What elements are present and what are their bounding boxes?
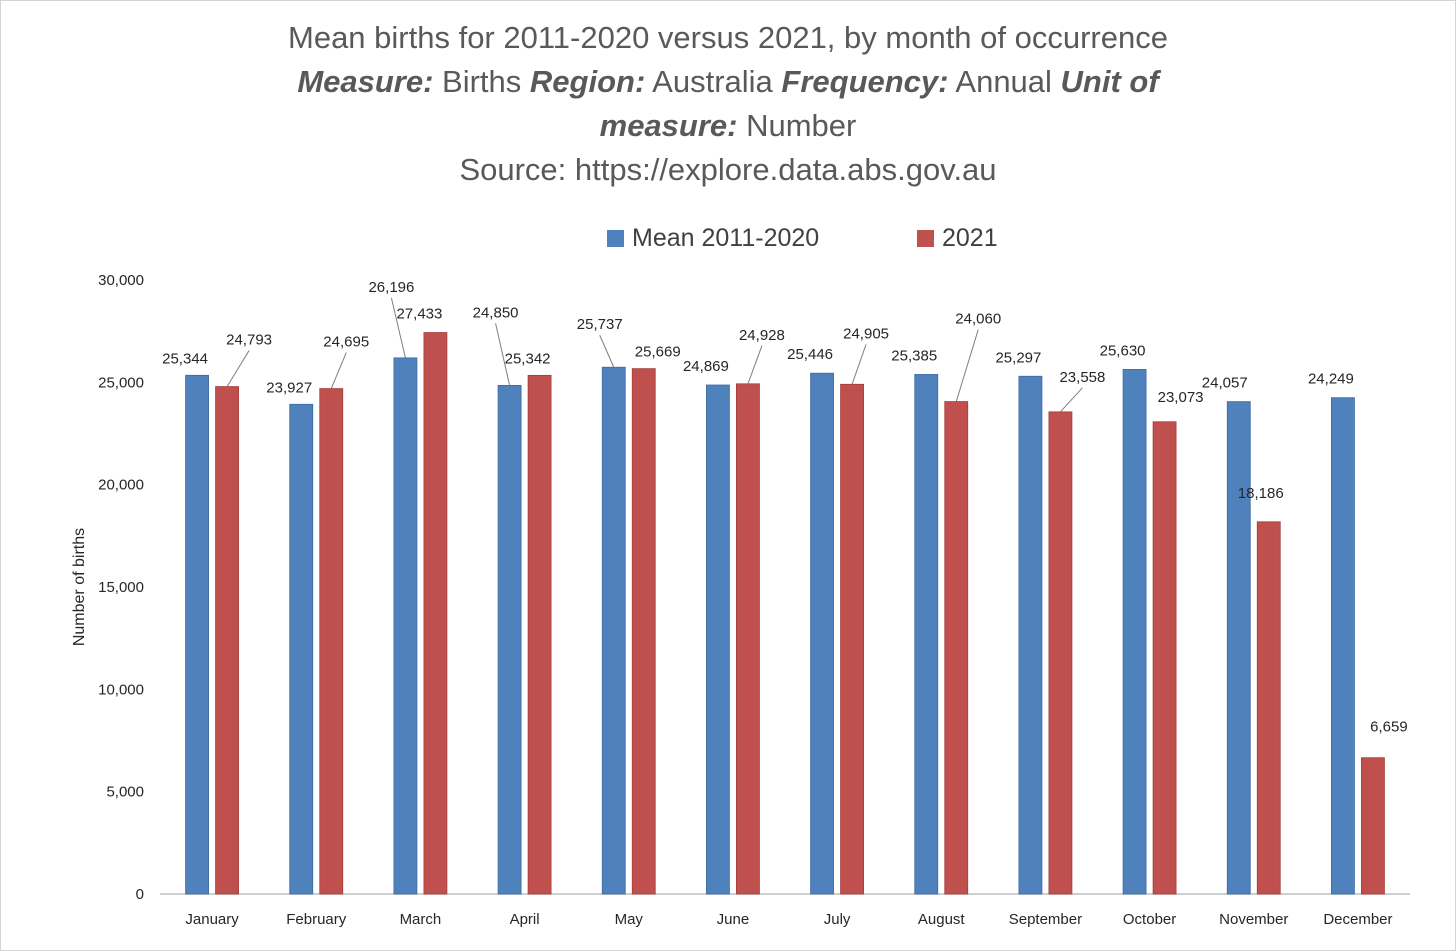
- data-label-mean: 25,446: [787, 346, 833, 363]
- x-tick-label: October: [1123, 911, 1176, 928]
- data-label-2021: 24,928: [739, 327, 785, 344]
- chart-title: Mean births for 2011-2020 versus 2021, b…: [0, 16, 1456, 192]
- region-key: Region:: [529, 64, 646, 99]
- data-label-mean: 23,927: [266, 379, 312, 396]
- x-tick-label: January: [185, 911, 239, 928]
- bar-mean: [1122, 369, 1147, 895]
- bar-mean: [497, 385, 522, 895]
- bar-2021: [215, 386, 239, 895]
- unit-value: Number: [737, 108, 857, 143]
- title-source: Source: https://explore.data.abs.gov.au: [459, 152, 997, 187]
- bar-2021: [319, 388, 344, 895]
- legend-label-mean: Mean 2011-2020: [632, 223, 820, 252]
- data-label-2021: 24,060: [955, 311, 1001, 328]
- title-line-2: Measure: Births Region: Australia Freque…: [0, 60, 1456, 104]
- x-tick-label: July: [824, 911, 851, 928]
- data-label-2021: 24,793: [226, 332, 272, 349]
- data-label-2021: 24,905: [843, 325, 889, 342]
- bar-mean: [185, 374, 209, 895]
- bar-2021: [1256, 521, 1281, 895]
- data-label-2021: 25,669: [635, 344, 681, 361]
- legend-item-mean: Mean 2011-2020: [607, 222, 819, 254]
- x-tick-label: June: [717, 911, 750, 928]
- y-tick-label: 25,000: [98, 374, 144, 391]
- legend: Mean 2011-2020 2021: [0, 222, 1456, 254]
- x-tick-label: February: [286, 911, 347, 928]
- data-label-mean: 24,869: [683, 358, 729, 375]
- data-label-mean: 24,850: [473, 304, 519, 321]
- bar-mean: [393, 357, 418, 895]
- data-label-mean: 25,737: [577, 316, 623, 333]
- data-label-mean: 25,385: [891, 347, 937, 364]
- y-tick-label: 15,000: [98, 579, 144, 596]
- legend-item-2021: 2021: [917, 222, 998, 254]
- bar-mean: [706, 384, 730, 895]
- bar-mean: [289, 403, 314, 895]
- unit-key-1: Unit of: [1060, 64, 1159, 99]
- leader-line-2021: [747, 345, 763, 384]
- data-label-2021: 23,558: [1059, 369, 1105, 386]
- data-label-2021: 23,073: [1158, 389, 1204, 406]
- bar-mean: [914, 374, 939, 895]
- leader-line-mean: [390, 297, 406, 358]
- bar-2021: [631, 368, 656, 895]
- bar-mean: [1018, 375, 1043, 895]
- y-tick-label: 5,000: [106, 784, 144, 801]
- leader-line-2021: [330, 352, 347, 389]
- measure-key: Measure:: [297, 64, 434, 99]
- data-label-2021: 18,186: [1238, 485, 1284, 502]
- x-tick-label: December: [1323, 911, 1392, 928]
- data-label-mean: 25,297: [995, 349, 1041, 366]
- bar-2021: [1048, 411, 1073, 895]
- y-axis-label: Number of births: [71, 528, 88, 646]
- data-label-2021: 27,433: [396, 306, 442, 323]
- leader-line-mean: [599, 335, 615, 368]
- bar-2021: [527, 374, 552, 895]
- legend-swatch-2021: [917, 229, 934, 247]
- data-label-2021: 25,342: [505, 350, 551, 367]
- legend-label-2021: 2021: [942, 223, 998, 252]
- data-label-mean: 24,057: [1202, 375, 1248, 392]
- bar-mean: [1226, 401, 1251, 895]
- legend-swatch-mean: [607, 229, 624, 247]
- data-label-mean: 24,249: [1308, 371, 1354, 388]
- bar-2021: [840, 383, 864, 895]
- unit-key-2: measure:: [599, 108, 738, 143]
- x-tick-label: November: [1219, 911, 1288, 928]
- data-label-mean: 25,344: [162, 350, 208, 367]
- x-tick-label: May: [615, 911, 644, 928]
- bar-2021: [1361, 757, 1385, 895]
- x-tick-label: March: [400, 911, 442, 928]
- x-tick-label: September: [1009, 911, 1082, 928]
- x-tick-label: August: [918, 911, 966, 928]
- y-tick-label: 20,000: [98, 477, 144, 494]
- leader-line-mean: [495, 323, 511, 386]
- bar-2021: [944, 401, 969, 895]
- y-tick-label: 10,000: [98, 681, 144, 698]
- frequency-value: Annual: [948, 64, 1061, 99]
- measure-value: Births: [433, 64, 530, 99]
- leader-line-2021: [1060, 387, 1083, 413]
- title-line-1: Mean births for 2011-2020 versus 2021, b…: [288, 20, 1168, 55]
- y-tick-label: 0: [136, 886, 144, 903]
- y-tick-label: 30,000: [98, 272, 144, 289]
- bar-2021: [1152, 421, 1177, 895]
- title-line-3: measure: Number: [0, 104, 1456, 148]
- bar-mean: [601, 366, 626, 895]
- leader-line-2021: [851, 344, 867, 385]
- data-label-mean: 25,630: [1100, 342, 1146, 359]
- region-value: Australia: [645, 64, 782, 99]
- data-label-mean: 26,196: [368, 279, 414, 296]
- x-tick-label: April: [510, 911, 540, 928]
- leader-line-2021: [955, 329, 979, 402]
- bar-mean: [1331, 397, 1355, 895]
- bar-2021: [736, 383, 760, 895]
- data-label-2021: 24,695: [323, 334, 369, 351]
- leader-line-2021: [226, 350, 250, 387]
- frequency-key: Frequency:: [781, 64, 949, 99]
- bar-2021: [423, 332, 448, 895]
- bar-mean: [810, 372, 834, 895]
- data-label-2021: 6,659: [1370, 719, 1408, 736]
